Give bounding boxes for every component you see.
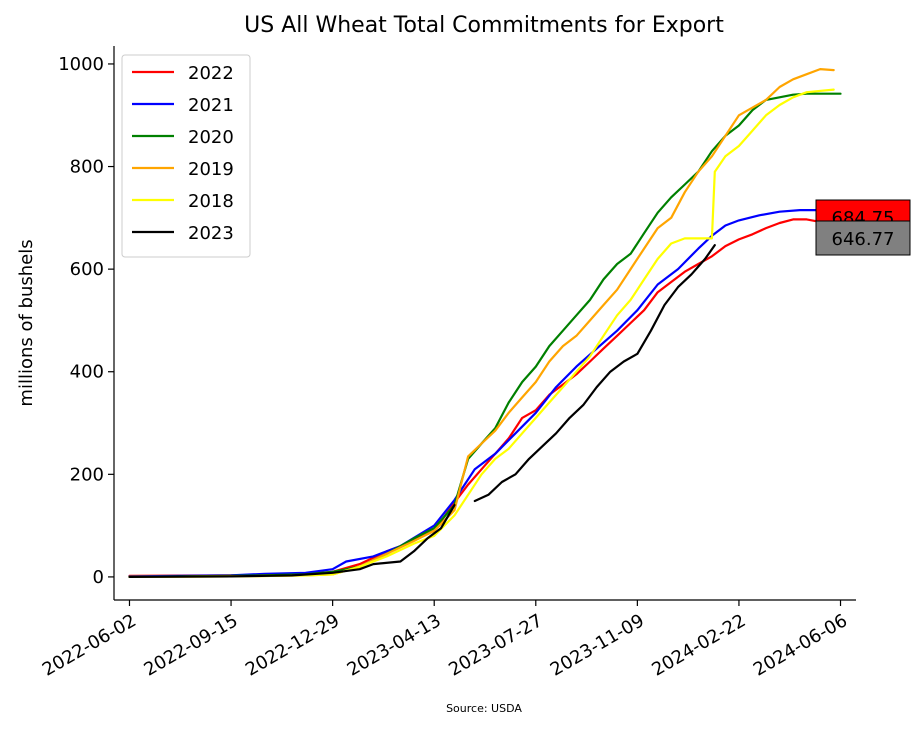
- y-tick-label: 1000: [58, 54, 104, 75]
- x-tick-label: 2022-09-15: [140, 610, 241, 680]
- series-line-2023: [128, 504, 456, 579]
- y-tick-label: 800: [70, 157, 104, 178]
- legend-label-2022: 2022: [188, 63, 234, 84]
- x-tick-label: 2024-06-06: [750, 610, 851, 680]
- legend-label-2021: 2021: [188, 95, 234, 116]
- legend-label-2023: 2023: [188, 223, 234, 244]
- legend-box: [121, 54, 251, 258]
- legend: 2022 2021 2020 2019 2018 2023: [121, 54, 251, 258]
- legend-label-2020: 2020: [188, 127, 234, 148]
- series-line-2023: [473, 244, 716, 503]
- series-line-2020: [128, 92, 842, 579]
- series-line-2018: [128, 88, 835, 579]
- y-tick-label: 200: [70, 464, 104, 485]
- legend-label-2018: 2018: [188, 191, 234, 212]
- series-line-2019: [128, 67, 835, 579]
- x-tick-label: 2023-04-13: [344, 610, 445, 680]
- x-tick-label: 2024-02-22: [648, 610, 749, 680]
- x-tick-label: 2022-06-02: [39, 610, 140, 680]
- chart-title: US All Wheat Total Commitments for Expor…: [244, 13, 724, 38]
- series-line-2021: [128, 209, 842, 578]
- y-tick-label: 400: [70, 362, 104, 383]
- end-label-box: [815, 220, 911, 256]
- source-note: Source: USDA: [446, 702, 522, 715]
- x-tick-label: 2023-07-27: [445, 610, 546, 680]
- y-axis-label: millions of bushels: [16, 239, 37, 406]
- legend-label-2019: 2019: [188, 159, 234, 180]
- x-tick-label: 2022-12-29: [242, 610, 343, 680]
- y-tick-label: 0: [93, 567, 104, 588]
- end-label-text: 646.77: [832, 229, 895, 250]
- series-line-2022: [128, 218, 835, 578]
- y-tick-label: 600: [70, 259, 104, 280]
- x-tick-label: 2023-11-09: [547, 610, 648, 680]
